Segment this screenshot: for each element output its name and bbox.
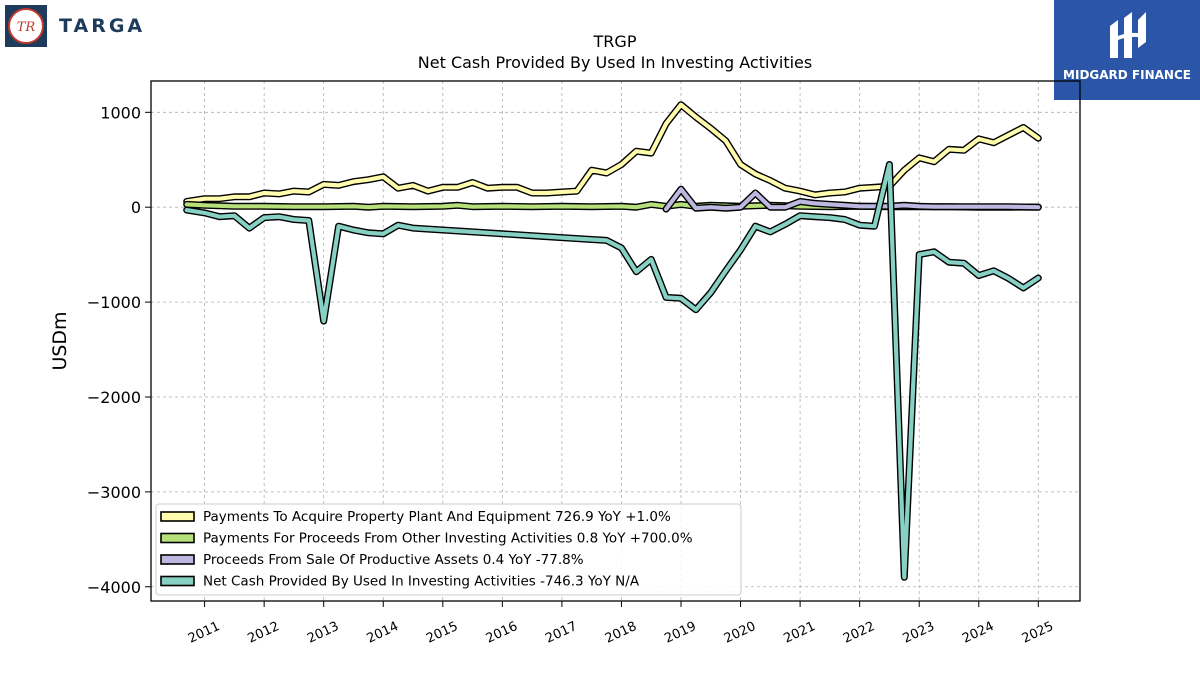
y-tick-label: 1000 <box>100 103 141 122</box>
y-tick-label: −1000 <box>87 293 141 312</box>
x-tick-label: 2011 <box>186 619 222 647</box>
y-axis-ticks: 1000 0 −1000 −2000 −3000 −4000 <box>87 103 151 597</box>
series-line-3 <box>662 185 1042 213</box>
series-line-4 <box>183 161 1042 581</box>
x-tick-label: 2020 <box>722 619 758 647</box>
x-tick-label: 2021 <box>781 619 817 647</box>
x-tick-label: 2017 <box>543 619 579 647</box>
legend-box <box>155 503 742 596</box>
x-tick-label: 2016 <box>484 619 520 647</box>
series-lines <box>183 101 1042 581</box>
x-tick-label: 2019 <box>662 619 698 647</box>
chart-subtitle: Net Cash Provided By Used In Investing A… <box>418 53 812 72</box>
series-stroke <box>663 187 1041 212</box>
x-axis-ticks: 2011 2012 2013 2014 2015 2016 2017 2018 2019 2020… <box>186 601 1056 647</box>
x-tick-label: 2015 <box>424 619 460 647</box>
targa-wordmark: TARGA <box>59 15 146 37</box>
midgard-emblem-icon <box>1110 12 1146 58</box>
y-tick-label: 0 <box>131 198 141 217</box>
x-tick-label: 2013 <box>305 619 341 647</box>
x-tick-label: 2022 <box>841 619 877 647</box>
chart-legend: Payments To Acquire Property Plant And E… <box>155 503 742 596</box>
chart-title: TRGP <box>593 32 637 51</box>
legend-label: Payments For Proceeds From Other Investi… <box>203 531 693 547</box>
targa-emblem-icon: TR <box>5 5 47 47</box>
x-tick-label: 2025 <box>1020 619 1056 647</box>
legend-swatch <box>160 554 195 565</box>
series-stroke <box>184 102 1041 204</box>
x-tick-label: 2024 <box>960 619 996 647</box>
legend-swatch <box>160 575 195 587</box>
series-line-1 <box>183 101 1042 205</box>
legend-label: Payments To Acquire Property Plant And E… <box>203 509 671 525</box>
targa-emblem-text: TR <box>17 20 36 35</box>
midgard-logo: MIDGARD FINANCE <box>1054 0 1200 100</box>
x-tick-label: 2023 <box>901 619 937 647</box>
y-tick-label: −2000 <box>87 388 141 407</box>
plot-frame <box>150 80 1081 602</box>
y-tick-label: −3000 <box>87 483 141 502</box>
series-stroke <box>184 162 1041 580</box>
legend-swatch <box>160 511 195 522</box>
x-tick-label: 2014 <box>365 619 401 647</box>
midgard-wordmark: MIDGARD FINANCE <box>1063 68 1191 82</box>
legend-swatch <box>160 532 195 544</box>
legend-label: Proceeds From Sale Of Productive Assets … <box>203 552 584 568</box>
y-tick-label: −4000 <box>87 578 141 597</box>
targa-logo: TR TARGA <box>5 5 145 47</box>
y-axis-label: USDm <box>49 311 71 370</box>
x-tick-label: 2018 <box>603 619 639 647</box>
x-tick-label: 2012 <box>246 619 282 647</box>
legend-label: Net Cash Provided By Used In Investing A… <box>203 574 640 590</box>
